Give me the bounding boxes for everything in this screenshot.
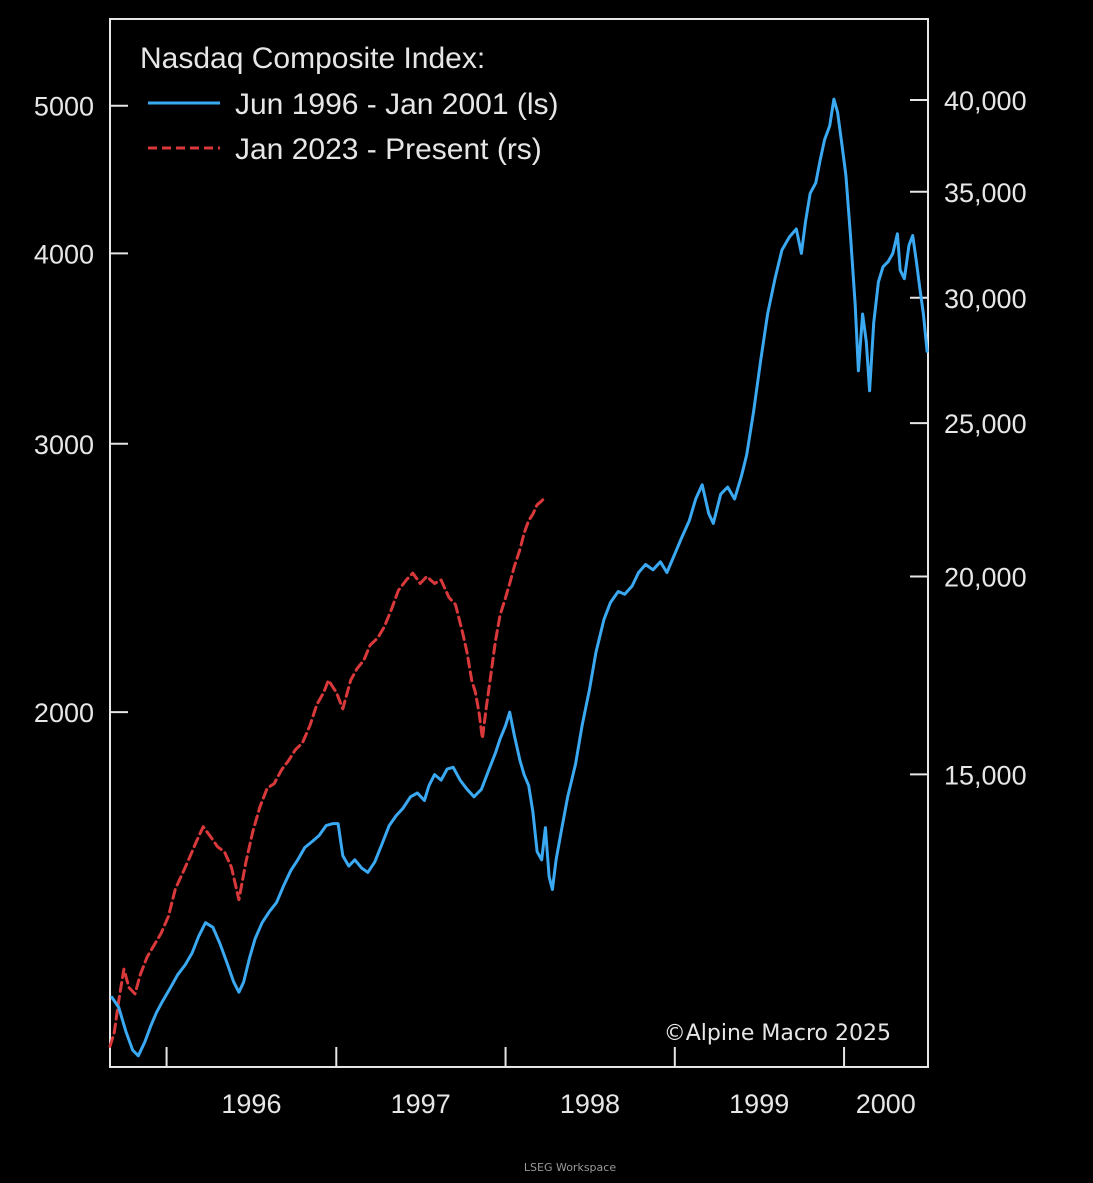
right-y-tick-label-20000: 20,000 [944,563,1027,593]
left-y-tick-label-4000: 4000 [34,239,94,269]
plot-frame [109,18,929,1068]
legend-label-series-2: Jan 2023 - Present (rs) [235,133,542,166]
series-line-2 [108,497,546,1048]
chart-credit: ©Alpine Macro 2025 [664,1021,891,1046]
left-y-tick-label-2000: 2000 [34,698,94,728]
right-y-tick-label-25000: 25,000 [944,409,1027,439]
right-y-tick-label-30000: 30,000 [944,284,1027,314]
chart-title: Nasdaq Composite Index: [140,42,485,75]
source-label: LSEG Workspace [524,1161,616,1174]
legend: Nasdaq Composite Index: Jun 1996 - Jan 2… [140,42,559,166]
left-y-tick-label-5000: 5000 [34,92,94,122]
x-tick-label-2000: 2000 [856,1089,916,1119]
x-axis: 1996 1997 1998 1999 2000 [165,1047,916,1119]
right-y-axis: 15,000 20,000 25,000 30,000 35,000 40,000 [910,86,1027,790]
series-line-1 [110,97,929,1058]
right-y-tick-label-35000: 35,000 [944,178,1027,208]
legend-label-series-1: Jun 1996 - Jan 2001 (ls) [235,88,559,121]
left-y-axis: 2000 3000 4000 5000 [34,92,128,728]
x-tick-label-1997: 1997 [391,1089,451,1119]
x-tick-label-1999: 1999 [729,1089,789,1119]
right-y-tick-label-15000: 15,000 [944,760,1027,790]
series-layer [108,97,929,1058]
x-tick-label-1998: 1998 [560,1089,620,1119]
right-y-tick-label-40000: 40,000 [944,86,1027,116]
left-y-tick-label-3000: 3000 [34,430,94,460]
x-tick-label-1996: 1996 [221,1089,281,1119]
